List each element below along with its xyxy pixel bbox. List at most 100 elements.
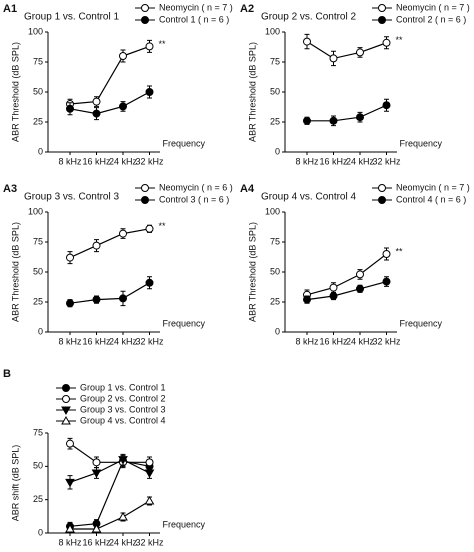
panel-label: A2 — [240, 3, 254, 15]
marker — [144, 469, 155, 479]
x-tick-label: 24 kHz — [109, 336, 138, 346]
marker — [329, 116, 338, 125]
x-tick-label: 24 kHz — [346, 336, 375, 346]
marker — [62, 395, 70, 403]
marker — [382, 101, 391, 110]
y-tick-label: 25 — [33, 116, 43, 126]
marker — [61, 415, 71, 425]
x-tick-label: 8 kHz — [295, 156, 319, 166]
y-tick-label: 0 — [275, 146, 280, 156]
x-axis-label: Frequency — [399, 318, 442, 328]
marker — [119, 229, 127, 238]
x-axis-label: Frequency — [162, 519, 205, 529]
x-tick-label: 16 kHz — [82, 336, 111, 346]
marker — [145, 224, 154, 233]
marker — [145, 278, 154, 287]
x-tick-label: 24 kHz — [346, 156, 375, 166]
marker — [145, 458, 154, 467]
y-tick-label: 75 — [33, 236, 43, 246]
marker — [65, 523, 75, 533]
marker — [91, 469, 102, 479]
y-tick-label: 25 — [33, 494, 43, 504]
series-line — [69, 443, 150, 463]
legend-label: Group 2 vs. Control 2 — [80, 393, 166, 403]
marker — [382, 38, 391, 47]
marker — [92, 97, 101, 106]
y-tick-label: 50 — [33, 461, 43, 471]
marker — [141, 4, 149, 12]
series-line — [69, 45, 150, 105]
x-tick-label: 8 kHz — [58, 537, 82, 547]
legend-label: Group 1 vs. Control 1 — [80, 382, 166, 392]
y-tick-label: 100 — [28, 206, 43, 216]
marker — [119, 294, 127, 303]
chart-title: Group 1 vs. Control 1 — [24, 12, 119, 23]
series-line — [70, 500, 150, 530]
marker — [92, 458, 101, 467]
legend-label: Neomycin ( n = 7 ) — [396, 2, 470, 12]
chart-title: Group 2 vs. Control 2 — [261, 12, 356, 23]
x-tick-label: 32 kHz — [372, 336, 401, 346]
x-tick-label: 16 kHz — [82, 537, 111, 547]
x-axis-label: Frequency — [399, 138, 442, 148]
marker — [329, 54, 338, 63]
marker — [378, 184, 386, 192]
series-line — [69, 282, 150, 304]
x-tick-label: 32 kHz — [135, 156, 164, 166]
y-tick-label: 0 — [38, 146, 43, 156]
x-tick-label: 16 kHz — [319, 156, 348, 166]
legend-label: Group 4 vs. Control 4 — [80, 415, 166, 425]
y-tick-label: 75 — [33, 427, 43, 437]
marker — [356, 284, 364, 293]
marker — [141, 196, 149, 204]
series-line — [69, 91, 150, 115]
x-tick-label: 24 kHz — [109, 156, 138, 166]
marker — [145, 88, 154, 96]
legend-label: Neomycin ( n = 7 ) — [159, 2, 233, 12]
marker — [119, 102, 127, 111]
x-tick-label: 8 kHz — [295, 336, 319, 346]
y-axis-label: ABR shift (dB SPL) — [10, 445, 20, 522]
series-line — [306, 41, 387, 60]
panel-label: B — [3, 368, 11, 380]
annotation: ** — [396, 246, 404, 256]
marker — [62, 384, 70, 392]
x-tick-label: 24 kHz — [109, 537, 138, 547]
y-tick-label: 50 — [33, 86, 43, 96]
y-tick-label: 25 — [270, 296, 280, 306]
y-tick-label: 75 — [270, 56, 280, 66]
marker — [382, 250, 391, 258]
marker — [119, 52, 127, 60]
panel-label: A4 — [240, 183, 255, 195]
legend-label: Control 3 ( n = 6 ) — [159, 194, 229, 204]
y-tick-label: 75 — [270, 236, 280, 246]
marker — [91, 523, 102, 533]
marker — [92, 109, 101, 118]
marker — [145, 42, 154, 51]
marker — [356, 113, 364, 122]
marker — [141, 184, 149, 192]
x-axis-label: Frequency — [162, 138, 205, 148]
series-line — [306, 281, 387, 301]
marker — [329, 283, 338, 292]
marker — [92, 295, 101, 304]
marker — [141, 16, 149, 24]
legend-label: Control 2 ( n = 6 ) — [396, 14, 466, 24]
y-tick-label: 25 — [33, 296, 43, 306]
marker — [118, 456, 128, 465]
chart-title: Group 3 vs. Control 3 — [24, 192, 119, 203]
marker — [329, 292, 338, 300]
panel: A1 Group 1 vs. Control 1 ABR Threshold (dB… — [3, 2, 233, 166]
x-axis-label: Frequency — [162, 318, 205, 328]
marker — [61, 406, 71, 416]
panel-label: A1 — [3, 3, 17, 15]
marker — [66, 439, 74, 448]
marker — [382, 277, 391, 286]
marker — [66, 104, 74, 113]
x-tick-label: 32 kHz — [372, 156, 401, 166]
panel: A4 Group 4 vs. Control 4 ABR Threshold (dB… — [240, 182, 470, 346]
marker — [378, 16, 386, 24]
annotation: ** — [159, 39, 167, 49]
y-tick-label: 0 — [38, 527, 43, 537]
